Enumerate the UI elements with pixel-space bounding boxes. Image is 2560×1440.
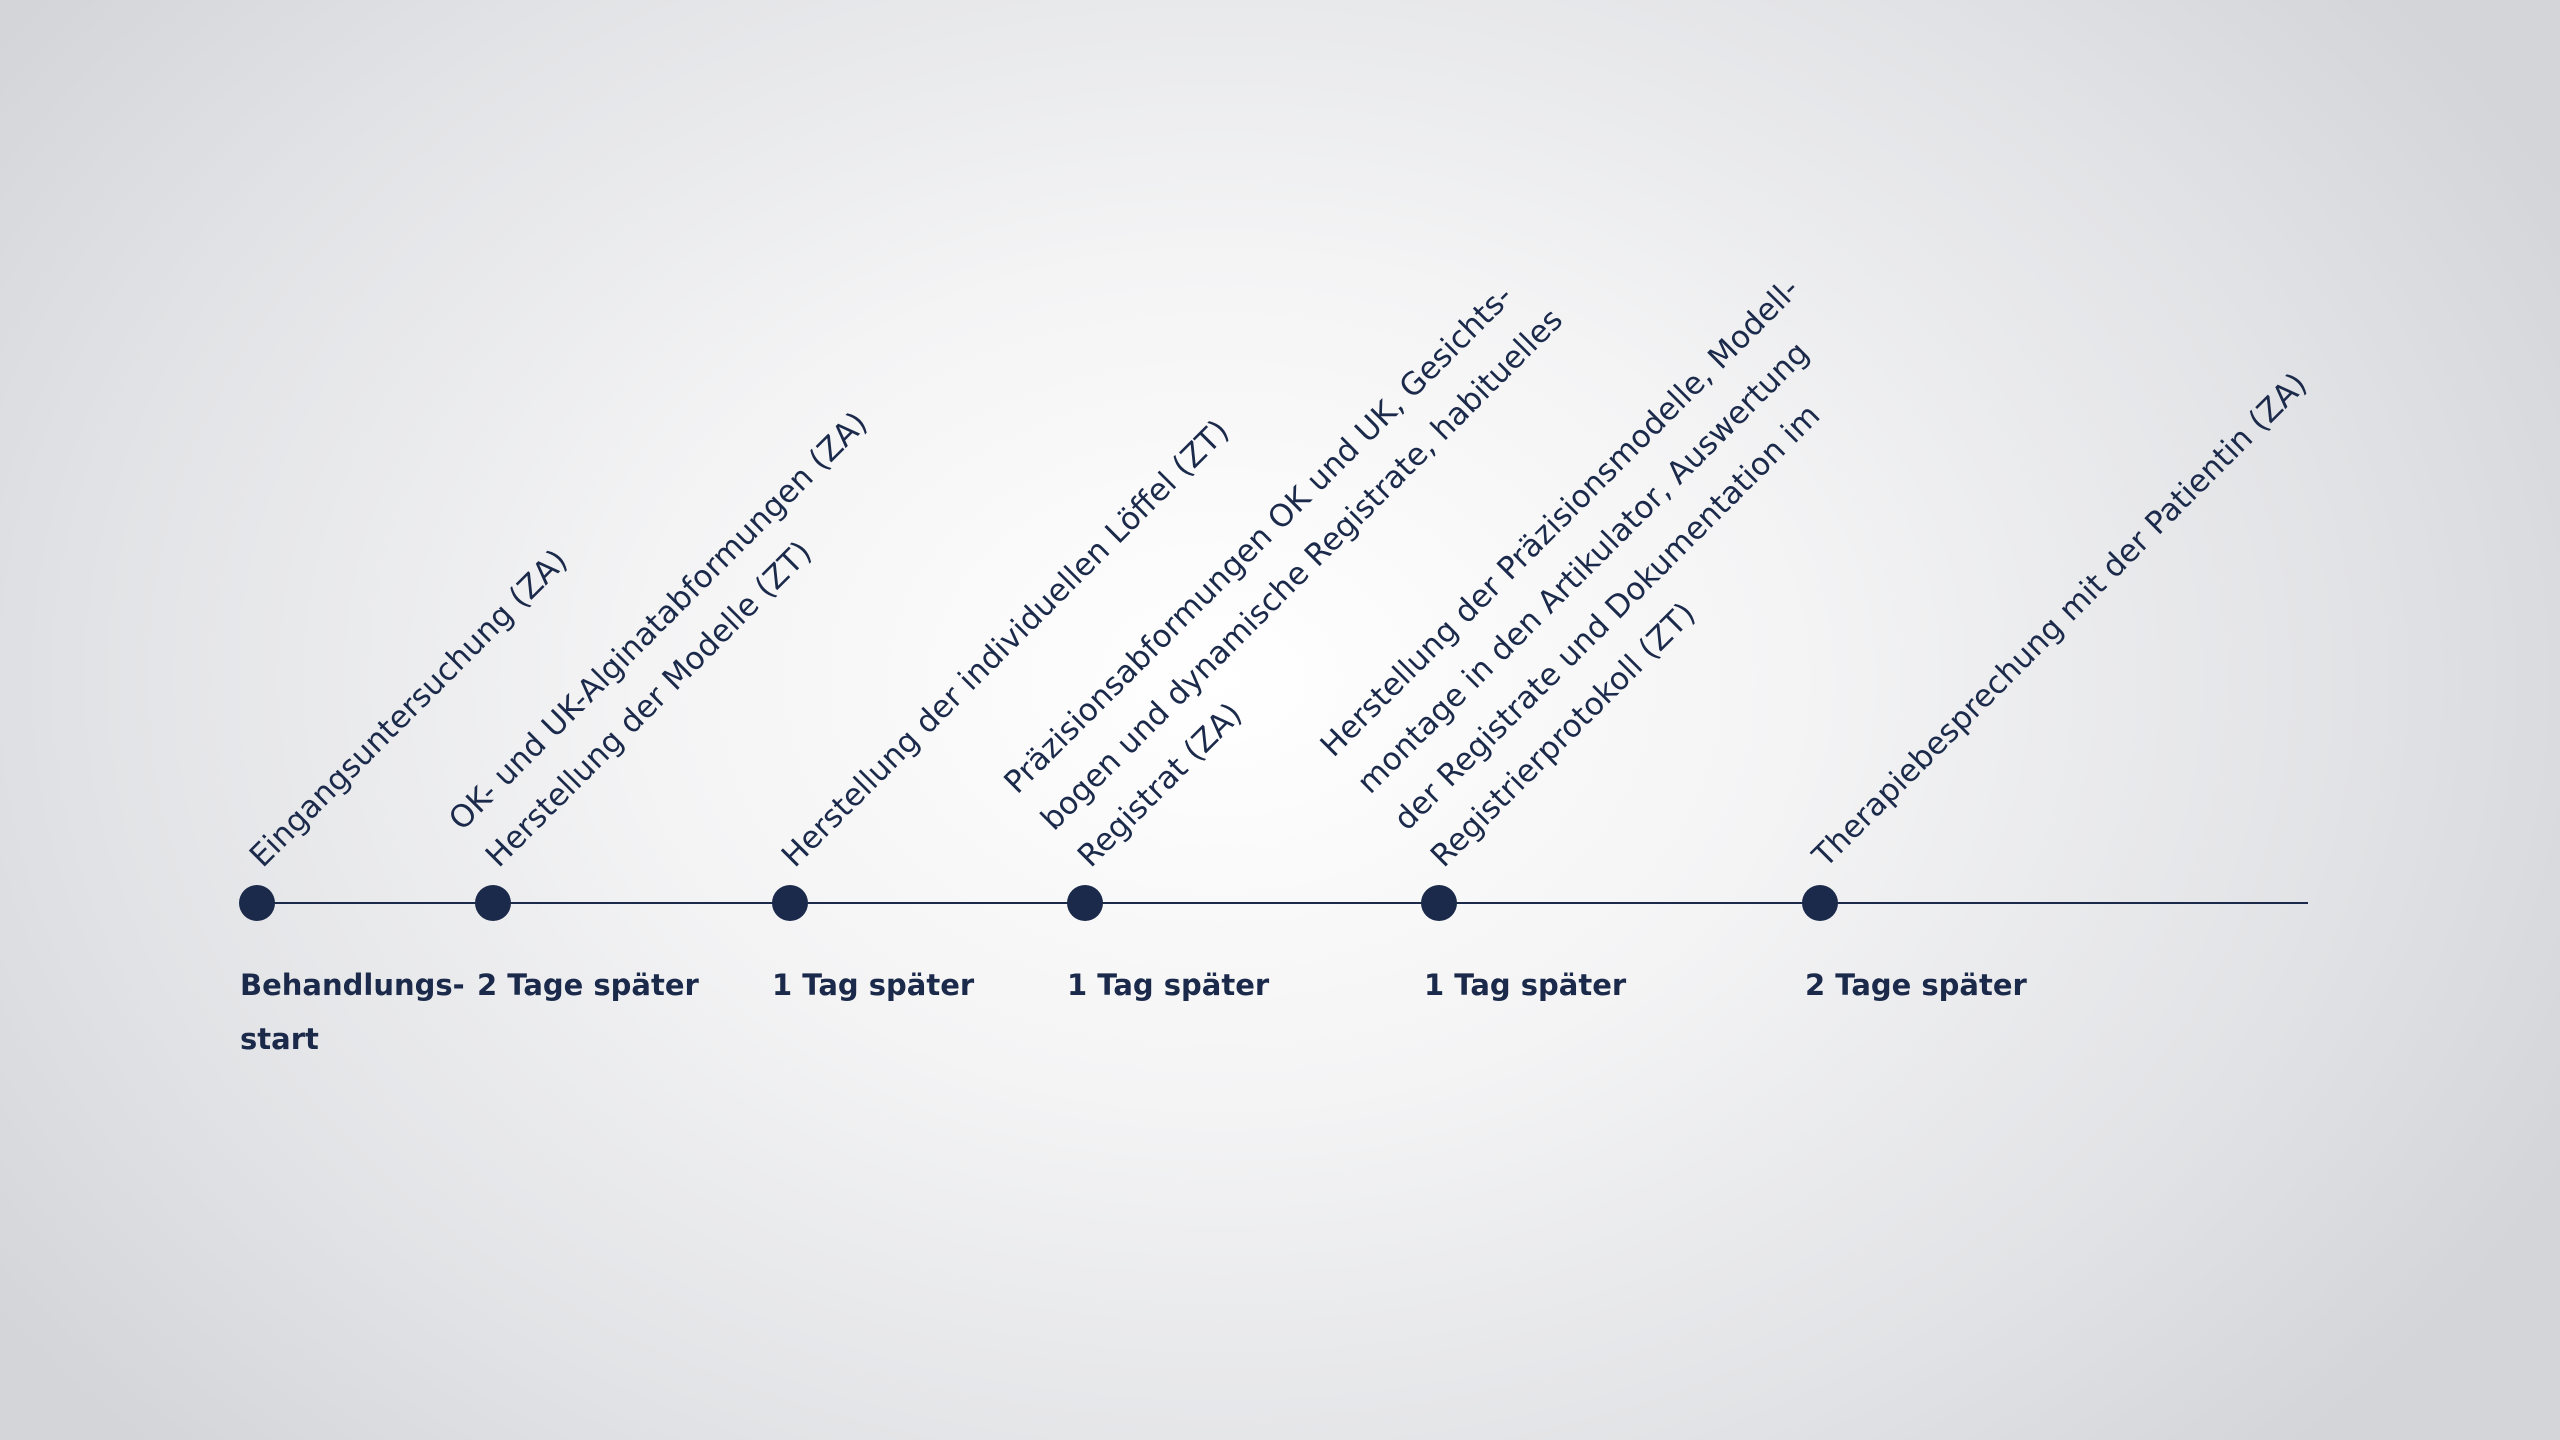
milestone-time: 1 Tag später <box>772 958 974 1012</box>
milestone-time: Behandlungs- start <box>240 958 465 1066</box>
milestone-time-line: 1 Tag später <box>772 968 975 1002</box>
milestone-time-line: 2 Tage später <box>1805 968 2027 1002</box>
milestone-dot <box>1421 885 1457 921</box>
milestone-dot <box>475 885 511 921</box>
milestone-time: 2 Tage später <box>1805 958 2027 1012</box>
milestone-dot <box>772 885 808 921</box>
milestone-dot <box>1802 885 1838 921</box>
milestone-dot <box>239 885 275 921</box>
milestone-time: 1 Tag später <box>1067 958 1269 1012</box>
milestone-time-line: 1 Tag später <box>1067 968 1270 1002</box>
milestone-time-line: Behandlungs- <box>240 968 465 1002</box>
milestone-time: 2 Tage später <box>477 958 699 1012</box>
milestone-time-line: 2 Tage später <box>477 968 699 1002</box>
timeline-line <box>256 902 2308 904</box>
milestone-dot <box>1067 885 1103 921</box>
milestone-time-line: start <box>240 1022 319 1056</box>
milestone-time: 1 Tag später <box>1424 958 1626 1012</box>
milestone-time-line: 1 Tag später <box>1424 968 1627 1002</box>
